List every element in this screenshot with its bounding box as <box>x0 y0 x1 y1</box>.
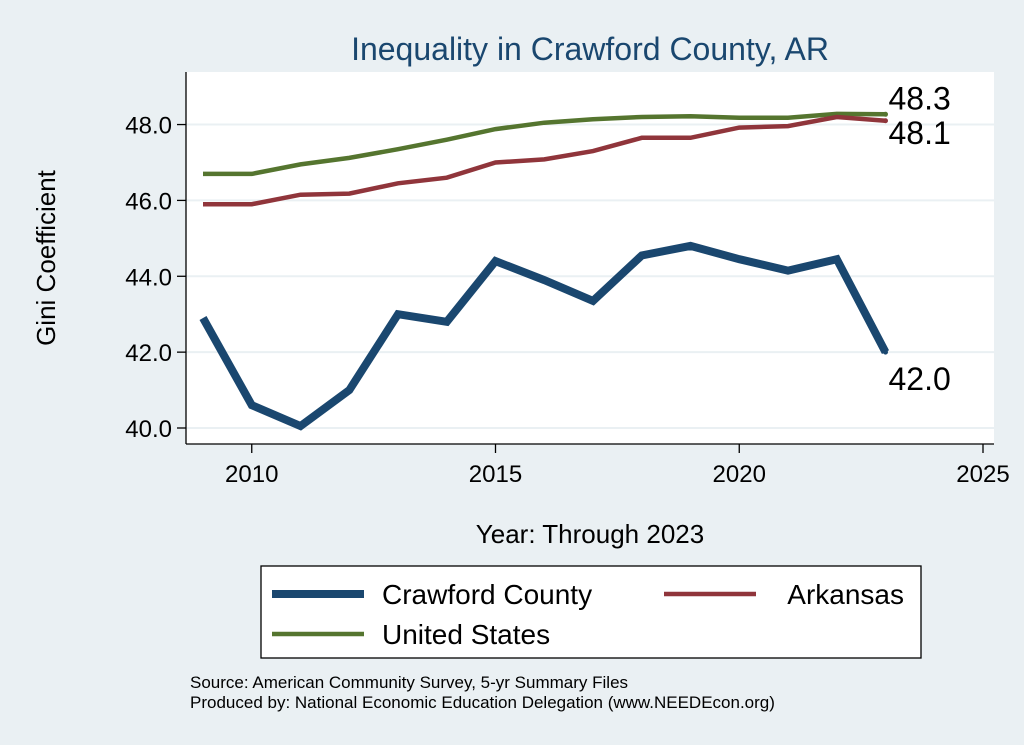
y-tick-label: 42.0 <box>125 340 172 367</box>
end-labels: 48.348.1 42.0 <box>889 80 951 397</box>
series-lines <box>199 111 890 431</box>
y-axis-title: Gini Coefficient <box>31 169 61 346</box>
x-axis-ticks: 2010 2015 2020 2025 <box>225 444 1010 488</box>
end-label-united-states: 48.3 <box>889 80 951 116</box>
x-tick-label: 2025 <box>956 461 1009 488</box>
x-tick-label: 2010 <box>225 461 278 488</box>
grid-lines <box>186 123 994 429</box>
x-axis-title: Year: Through 2023 <box>476 519 704 549</box>
y-tick-label: 40.0 <box>125 416 172 443</box>
end-label-crawford-county: 42.0 <box>889 361 951 397</box>
y-tick-label: 48.0 <box>125 113 172 140</box>
plot-area <box>186 72 994 444</box>
x-tick-label: 2020 <box>713 461 766 488</box>
legend-box <box>260 565 922 659</box>
legend-label: Crawford County <box>382 579 592 610</box>
end-label-arkansas: 48.1 <box>889 115 951 151</box>
legend-label: United States <box>382 619 550 650</box>
series-end-marker <box>883 111 888 117</box>
series-end-marker <box>883 118 888 124</box>
produced-by-note: Produced by: National Economic Education… <box>190 693 775 712</box>
series-end-marker <box>883 349 888 355</box>
chart-title: Inequality in Crawford County, AR <box>351 31 829 67</box>
y-tick-label: 46.0 <box>125 188 172 215</box>
legend: Crawford County Arkansas United States <box>260 565 922 659</box>
source-note: Source: American Community Survey, 5-yr … <box>190 673 628 692</box>
series-line-united-states <box>203 111 886 177</box>
series-line-arkansas <box>203 114 886 207</box>
x-tick-label: 2015 <box>469 461 522 488</box>
y-tick-label: 44.0 <box>125 264 172 291</box>
y-axis-ticks: 40.0 42.0 44.0 46.0 48.0 <box>125 113 186 443</box>
series-line-crawford-county <box>199 241 890 431</box>
legend-label: Arkansas <box>787 579 904 610</box>
